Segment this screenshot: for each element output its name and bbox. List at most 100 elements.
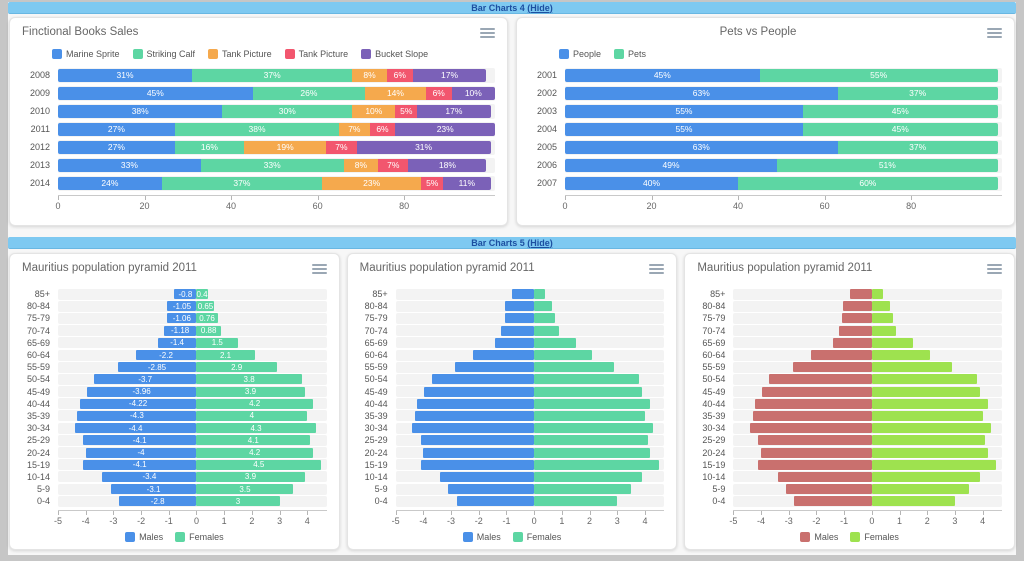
bar-segment-male[interactable] [758,435,872,446]
bar-segment-female[interactable] [871,410,983,421]
bar-segment[interactable]: 45% [802,104,998,118]
bar-segment[interactable]: 38% [174,122,340,136]
bar-segment-male[interactable] [417,398,535,409]
bar-segment-male[interactable] [420,435,535,446]
bar-segment-male[interactable]: -2.2 [135,350,197,361]
bar-segment-male[interactable] [762,386,872,397]
bar-segment[interactable]: 19% [244,140,327,154]
bar-segment-female[interactable] [534,386,643,397]
bar-segment[interactable]: 23% [321,176,422,190]
bar-segment-male[interactable] [473,350,535,361]
bar-segment-female[interactable] [871,435,986,446]
bar-segment-male[interactable]: -4.22 [79,398,197,409]
bar-segment[interactable]: 10% [451,86,495,100]
bar-segment-female[interactable] [534,301,553,312]
legend-item[interactable]: Males [462,532,501,543]
bar-segment-male[interactable] [792,362,872,373]
bar-segment-female[interactable]: 2.1 [196,350,255,361]
bar-segment[interactable]: 27% [58,122,175,136]
bar-segment-male[interactable] [758,459,872,470]
bar-segment[interactable]: 7% [339,122,370,136]
bar-segment-male[interactable] [431,374,535,385]
bar-segment-male[interactable]: -4.3 [77,410,197,421]
bar-segment-male[interactable]: -2.85 [117,362,197,373]
bar-segment-female[interactable] [871,471,980,482]
bar-segment-male[interactable]: -4 [85,447,197,458]
bar-segment-male[interactable]: -1.05 [167,301,197,312]
bar-segment[interactable]: 27% [58,140,175,154]
legend-item[interactable]: Females [512,532,561,543]
bar-segment[interactable]: 23% [395,122,495,136]
bar-segment-male[interactable]: -1.06 [167,313,197,324]
bar-segment-female[interactable]: 4.2 [196,398,313,409]
bar-segment[interactable]: 55% [565,122,803,136]
legend-item[interactable]: Males [125,532,163,543]
bar-segment[interactable]: 63% [565,140,838,154]
bar-segment[interactable]: 26% [252,86,366,100]
bar-segment[interactable]: 37% [192,68,353,82]
bar-segment-female[interactable] [534,289,546,300]
legend-item[interactable]: Males [800,532,838,543]
bar-segment-female[interactable]: 1.5 [196,337,239,348]
hide-link[interactable]: (Hide) [527,2,553,13]
bar-segment[interactable]: 6% [425,86,452,100]
bar-segment[interactable]: 5% [421,176,444,190]
bar-segment[interactable]: 18% [408,158,487,172]
legend-item[interactable]: People [559,49,601,59]
bar-segment-male[interactable] [495,337,535,348]
bar-segment-female[interactable] [534,447,651,458]
bar-segment-female[interactable] [871,325,897,336]
bar-segment-male[interactable] [785,484,872,495]
bar-segment-female[interactable] [534,362,615,373]
bar-segment-female[interactable] [534,496,618,507]
bar-segment-female[interactable]: 2.9 [196,362,277,373]
bar-segment[interactable]: 5% [395,104,418,118]
bar-segment-male[interactable] [754,398,872,409]
bar-segment-female[interactable] [534,410,645,421]
legend-item[interactable]: Pets [614,49,646,59]
bar-segment-female[interactable] [871,484,969,495]
bar-segment[interactable]: 45% [565,68,760,82]
bar-segment[interactable]: 37% [161,176,322,190]
bar-segment[interactable]: 38% [58,104,223,118]
bar-segment-male[interactable]: -3.1 [110,484,197,495]
bar-segment[interactable]: 7% [326,140,357,154]
bar-segment-female[interactable]: 0.4 [196,289,208,300]
bar-segment[interactable]: 6% [369,122,396,136]
bar-segment-male[interactable] [501,325,535,336]
bar-segment[interactable]: 8% [352,68,387,82]
bar-segment-male[interactable] [415,410,535,421]
bar-segment-female[interactable] [534,459,659,470]
bar-segment-female[interactable]: 0.88 [196,325,221,336]
bar-segment-male[interactable] [794,496,872,507]
hamburger-menu-icon[interactable] [987,26,1002,40]
bar-segment-male[interactable]: -0.8 [174,289,197,300]
bar-segment[interactable]: 17% [417,104,491,118]
bar-segment-male[interactable] [842,301,872,312]
bar-segment-male[interactable]: -1.18 [163,325,197,336]
bar-segment-female[interactable]: 3.8 [196,374,302,385]
bar-segment-female[interactable] [534,398,651,409]
hide-link[interactable]: (Hide) [527,237,553,248]
bar-segment[interactable]: 14% [365,86,426,100]
bar-segment[interactable]: 37% [837,140,998,154]
bar-segment[interactable]: 49% [565,158,777,172]
bar-segment-female[interactable] [534,471,643,482]
bar-segment[interactable]: 17% [412,68,487,82]
legend-item[interactable]: Females [175,532,224,543]
bar-segment-male[interactable] [455,362,535,373]
bar-segment[interactable]: 31% [58,68,193,82]
legend-item[interactable]: Females [850,532,899,543]
bar-segment[interactable]: 55% [565,104,803,118]
bar-segment-female[interactable] [871,496,955,507]
bar-segment[interactable]: 45% [802,122,998,136]
bar-segment-female[interactable] [871,301,890,312]
legend-item[interactable]: Marine Sprite [52,49,120,59]
bar-segment-female[interactable]: 4.1 [196,435,311,446]
bar-segment-female[interactable] [871,459,997,470]
bar-segment-female[interactable] [534,337,576,348]
bar-segment-male[interactable] [842,313,872,324]
bar-segment-male[interactable]: -4.1 [82,459,197,470]
bar-segment[interactable]: 33% [58,158,201,172]
bar-segment[interactable]: 30% [222,104,353,118]
